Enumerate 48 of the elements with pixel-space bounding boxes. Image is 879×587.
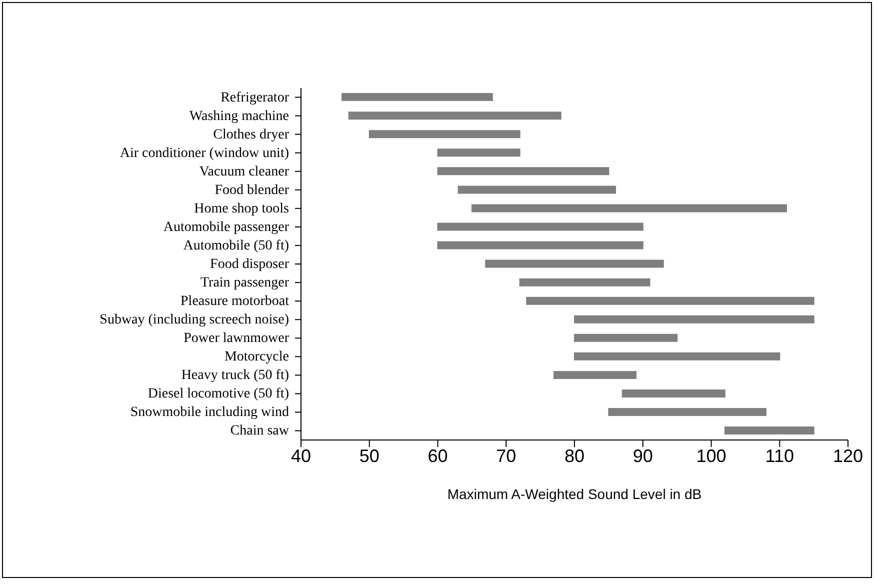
x-axis-title: Maximum A-Weighted Sound Level in dB [447,486,702,502]
bar [574,315,814,324]
bar [519,278,650,286]
x-tick-label: 120 [832,446,864,466]
y-tick-label: Clothes dryer [213,127,290,142]
bar [342,93,493,102]
y-tick-label: Home shop tools [194,201,289,216]
y-tick-label: Chain saw [230,424,290,439]
x-tick-label: 100 [696,446,726,466]
x-tick-label: 50 [359,446,380,466]
bar [368,130,520,138]
bar [574,334,678,342]
x-tick-label: 110 [765,446,794,466]
bar [458,186,616,194]
y-tick-label: Power lawnmower [184,331,290,346]
bar [437,148,520,157]
bar [437,241,644,250]
y-tick-label: Air conditioner (window unit) [120,146,290,161]
bar [348,112,562,120]
y-tick-label: Automobile (50 ft) [183,238,290,254]
y-tick-label: Automobile passenger [163,220,290,235]
bar [574,352,780,360]
bar [437,167,610,176]
y-tick-label: Refrigerator [220,90,290,106]
bar [724,426,814,435]
x-tick-label: 40 [290,446,312,466]
bar [622,389,726,398]
y-tick-label: Motorcycle [224,350,289,365]
y-tick-label: Diesel locomotive (50 ft) [148,386,290,402]
y-tick-label: Pleasure motorboat [180,294,290,310]
x-tick-label: 70 [496,446,516,466]
bar [437,222,644,231]
bar [608,408,766,416]
x-tick-label: 80 [564,446,585,466]
y-tick-label: Snowmobile including wind [130,405,289,420]
y-tick-label: Heavy truck (50 ft) [181,368,290,384]
x-tick-label: 60 [428,446,448,466]
y-tick-label: Food blender [214,182,290,198]
y-tick-label: Washing machine [189,108,289,124]
y-tick-label: Train passenger [200,276,290,291]
bar [471,204,787,212]
y-tick-label: Subway (including screech noise) [100,312,290,328]
x-tick-label: 90 [632,446,653,466]
bar [553,370,637,379]
y-tick-label: Food disposer [210,257,290,272]
y-tick-label: Vacuum cleaner [199,164,290,180]
bar [526,296,814,305]
bar [485,260,664,268]
